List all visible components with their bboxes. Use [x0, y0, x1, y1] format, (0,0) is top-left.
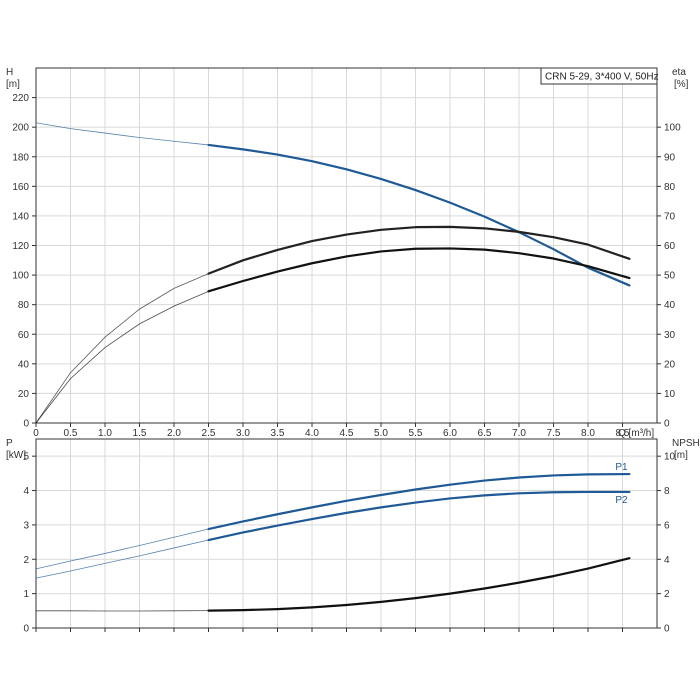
x-tick-label: 0.5: [64, 428, 78, 439]
x-tick-label: 2.0: [167, 428, 181, 439]
x-tick-label: 3.0: [236, 428, 250, 439]
y-right-tick-label: 20: [664, 359, 676, 370]
series-1-line: [207, 225, 631, 275]
series-2-line: [207, 557, 631, 612]
y-left-tick-label: 20: [18, 389, 30, 400]
y-left-tick-label: 160: [12, 182, 29, 193]
head-efficiency-panel: 0 0.5 1.0 1.5 2.0 2.5 3.0 3.5 4.0 4.5 5.0 5.5 6.0 6.5…: [6, 67, 689, 439]
y-right-axis-unit: [%]: [674, 79, 689, 90]
y-right-tick-label: 10: [664, 389, 676, 400]
y-left-tick-label: 0: [23, 624, 29, 635]
y-left-axis-title: H: [6, 67, 13, 78]
y-right-tick-label: 2: [664, 589, 670, 600]
y-right-tick-label: 30: [664, 330, 676, 341]
y-left-tick-label: 140: [12, 211, 29, 222]
y-right-axis-unit: [m]: [674, 450, 688, 461]
y-left-tick-label: 3: [23, 520, 29, 531]
y-left-tick-label: 200: [12, 123, 29, 134]
y-right-tick-label: 6: [664, 520, 670, 531]
x-tick-label: 2.5: [202, 428, 216, 439]
y-right-tick-label: 0: [664, 419, 670, 430]
y-left-tick-label: 5: [23, 452, 29, 463]
plot-frame: [35, 67, 658, 424]
x-axis-title: Q [m³/h]: [618, 428, 654, 439]
y-left-tick-label: 60: [18, 330, 30, 341]
y-left-tick-label: 40: [18, 359, 30, 370]
y-left-tick-label: 80: [18, 300, 30, 311]
series-label-p1: P1: [615, 462, 628, 473]
y-left-tick-label: 220: [12, 93, 29, 104]
y-left-tick-label: 100: [12, 271, 29, 282]
x-tick-label: 7.0: [512, 428, 526, 439]
y-right-tick-label: 0: [664, 624, 670, 635]
x-tick-label: 0: [33, 428, 39, 439]
y-right-tick-label: 60: [664, 241, 676, 252]
y-left-tick-label: 2: [23, 555, 29, 566]
y-right-tick-label: 100: [664, 123, 681, 134]
x-tick-label: 1.5: [133, 428, 147, 439]
x-tick-label: 3.5: [271, 428, 285, 439]
series-0-line: [207, 143, 631, 287]
y-left-axis-unit: [m]: [6, 79, 20, 90]
x-tick-label: 6.0: [443, 428, 457, 439]
x-tick-label: 4.5: [340, 428, 354, 439]
y-left-tick-label: 180: [12, 152, 29, 163]
y-left-tick-label: 4: [23, 486, 29, 497]
y-right-axis-title: eta: [672, 67, 686, 78]
info-box: [540, 67, 658, 85]
y-left-axis-title: P: [6, 438, 13, 449]
y-left-tick-label: 0: [23, 419, 29, 430]
y-right-tick-label: 40: [664, 300, 676, 311]
y-right-tick-label: 50: [664, 271, 676, 282]
series-0-line: [207, 472, 631, 531]
y-right-axis-title: NPSH: [672, 438, 700, 449]
x-tick-label: 7.5: [547, 428, 561, 439]
y-left-tick-label: 120: [12, 241, 29, 252]
info-box-text: CRN 5-29, 3*400 V, 50Hz: [545, 72, 659, 83]
x-tick-label: 6.5: [478, 428, 492, 439]
x-tick-label: 4.0: [305, 428, 319, 439]
plot-frame: [35, 438, 658, 629]
series-1-line: [207, 490, 631, 542]
y-right-tick-label: 90: [664, 152, 676, 163]
x-tick-label: 5.5: [409, 428, 423, 439]
series-2-line: [207, 247, 631, 293]
y-right-tick-label: 10: [664, 452, 676, 463]
power-npsh-panel: 0 1 2 3 4 5 0 2 4 6 8 10 P[kW] NPSH[m] P1 P2: [6, 438, 700, 635]
y-right-tick-label: 4: [664, 555, 670, 566]
y-right-tick-label: 70: [664, 211, 676, 222]
series-label-p2: P2: [615, 495, 628, 506]
y-left-axis-unit: [kW]: [6, 450, 26, 461]
x-tick-label: 1.0: [98, 428, 112, 439]
x-tick-label: 8.5: [616, 428, 630, 439]
y-left-tick-label: 1: [23, 589, 29, 600]
x-tick-label: 8.0: [581, 428, 595, 439]
y-right-tick-label: 80: [664, 182, 676, 193]
x-tick-label: 5.0: [374, 428, 388, 439]
y-right-tick-label: 8: [664, 486, 670, 497]
